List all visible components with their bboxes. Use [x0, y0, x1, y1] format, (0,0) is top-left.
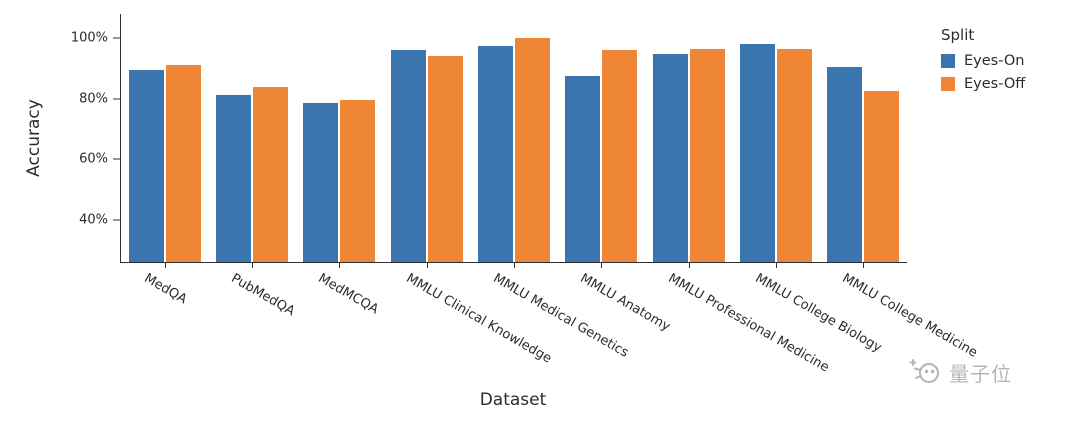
watermark: 量子位 — [908, 356, 1012, 388]
x-tick-label: MMLU Clinical Knowledge — [403, 271, 554, 367]
legend-item-eyes-off: Eyes-Off — [941, 76, 1025, 92]
y-axis: 40% 60% 80% 100% — [71, 14, 907, 262]
x-tick-mark — [426, 262, 428, 268]
bar-eyes-off-3 — [340, 99, 376, 262]
legend-item-eyes-on: Eyes-On — [941, 53, 1025, 69]
bar-group-7 — [645, 14, 732, 262]
x-tick-label: MMLU College Medicine — [839, 271, 981, 361]
bar-eyes-on-2 — [215, 95, 251, 262]
x-tick-mark — [688, 262, 690, 268]
x-tick-mark — [339, 262, 341, 268]
y-tick-mark — [113, 219, 120, 221]
legend-label: Eyes-On — [964, 53, 1025, 69]
bar-eyes-off-8 — [776, 48, 812, 262]
bar-eyes-on-5 — [477, 45, 513, 262]
y-tick-label: 60% — [79, 151, 108, 167]
bar-group-1 — [121, 14, 208, 262]
bar-eyes-on-6 — [565, 75, 601, 262]
legend-title: Split — [941, 26, 975, 44]
y-tick-label: 100% — [70, 30, 108, 46]
bar-eyes-off-5 — [514, 38, 550, 262]
x-tick-mark — [601, 262, 603, 268]
x-tick-label: MedMCQA — [315, 271, 382, 318]
bar-eyes-on-9 — [827, 67, 863, 262]
bar-eyes-on-8 — [739, 43, 775, 262]
bars-area — [121, 14, 907, 262]
qbitai-logo-icon — [908, 356, 944, 388]
x-axis-title: Dataset — [479, 390, 547, 410]
x-tick-mark — [776, 262, 777, 268]
bar-eyes-off-2 — [252, 87, 288, 262]
watermark-text: 量子位 — [949, 361, 1012, 386]
bar-eyes-on-1 — [128, 69, 164, 262]
bar-group-2 — [208, 14, 295, 262]
x-tick-label: MedQA — [141, 271, 190, 308]
x-tick-label: PubMedQA — [228, 271, 298, 320]
y-axis-title: Accuracy — [24, 99, 44, 177]
y-tick-label: 40% — [79, 212, 108, 228]
legend-items: Eyes-On Eyes-Off — [941, 53, 1025, 92]
bar-group-4 — [383, 14, 470, 262]
y-tick-mark — [113, 158, 120, 160]
bar-eyes-off-9 — [864, 90, 900, 262]
bar-eyes-off-6 — [602, 49, 638, 262]
bar-eyes-off-1 — [165, 64, 201, 262]
y-tick-label: 80% — [79, 91, 108, 107]
bar-eyes-on-7 — [652, 53, 688, 262]
bar-eyes-off-4 — [427, 56, 463, 262]
plot-area: 40% 60% 80% 100% MedQA PubMedQA MedMCQA MMLU C… — [71, 14, 980, 375]
bar-group-8 — [732, 14, 819, 262]
x-tick-mark — [164, 262, 166, 268]
y-tick-mark — [113, 37, 120, 39]
bar-eyes-on-4 — [390, 49, 426, 262]
x-tick-mark — [251, 262, 253, 268]
legend-label: Eyes-Off — [964, 76, 1026, 92]
y-tick-mark — [113, 98, 120, 100]
legend-swatch — [941, 54, 955, 68]
bar-group-3 — [296, 14, 383, 262]
bar-eyes-on-3 — [303, 102, 339, 262]
x-tick-mark — [863, 262, 865, 268]
x-tick-label: MMLU Professional Medicine — [665, 271, 832, 376]
legend: Split Eyes-On Eyes-Off — [941, 26, 1025, 99]
bar-eyes-off-7 — [689, 49, 725, 262]
bar-group-9 — [820, 14, 907, 262]
x-tick-mark — [514, 262, 515, 268]
bar-group-5 — [470, 14, 557, 262]
legend-swatch — [941, 77, 955, 91]
bar-group-6 — [558, 14, 645, 262]
